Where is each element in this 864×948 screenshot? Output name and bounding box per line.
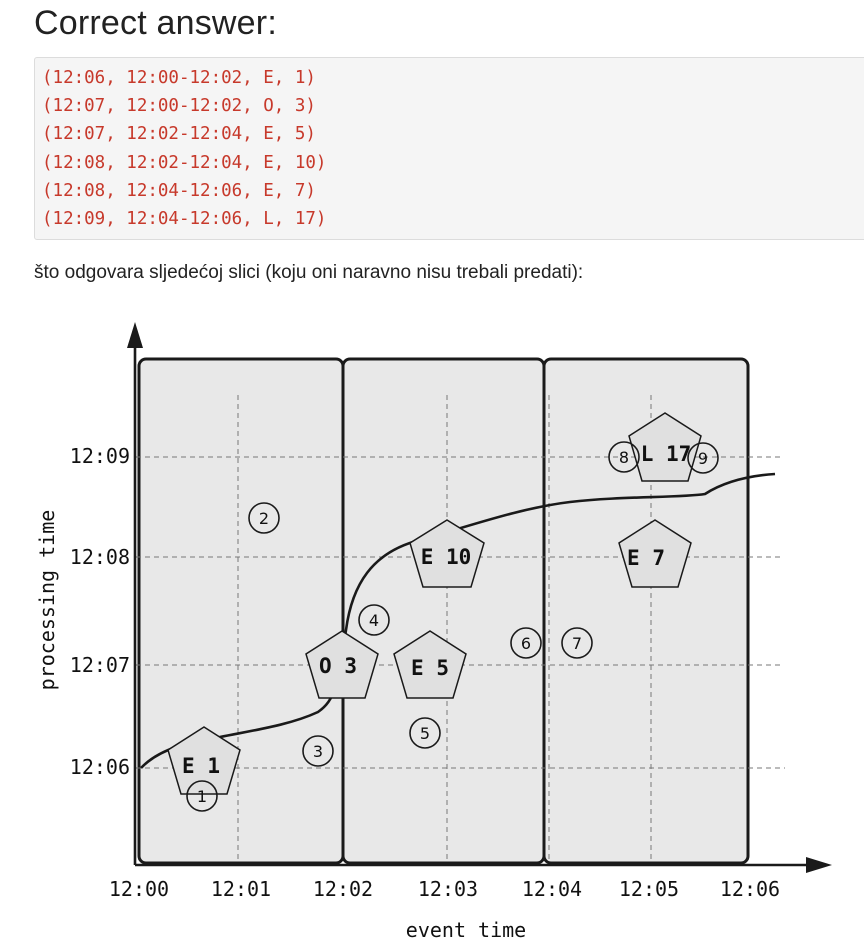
x-axis-arrow xyxy=(806,857,832,873)
event-circle xyxy=(409,717,441,749)
figure-caption-text: što odgovara sljedećoj slici (koju oni n… xyxy=(34,262,584,283)
event-circle xyxy=(248,502,280,534)
event-circle xyxy=(561,627,593,659)
y-axis-title: processing time xyxy=(35,510,59,691)
event-circle xyxy=(510,627,542,659)
x-axis-title: event time xyxy=(406,918,526,942)
event-circle xyxy=(302,735,334,767)
event-label: 4 xyxy=(369,611,379,630)
axes xyxy=(127,322,832,873)
window-box xyxy=(542,357,750,865)
event-circle xyxy=(608,441,640,473)
pentagon-marker xyxy=(305,630,379,699)
event-label: 3 xyxy=(313,742,323,761)
y-tick-label: 12:08 xyxy=(70,545,130,569)
code-line: (12:06, 12:00-12:02, E, 1) xyxy=(42,68,316,88)
pentagon-label: E 7 xyxy=(627,546,665,570)
y-tick-label: 12:09 xyxy=(70,444,130,468)
pentagon-label: E 5 xyxy=(411,656,449,680)
event-label: 6 xyxy=(521,634,531,653)
pentagon-label: O 3 xyxy=(319,654,357,678)
event-label: 7 xyxy=(572,634,582,653)
code-line: (12:07, 12:00-12:02, O, 3) xyxy=(42,96,316,117)
y-tick-labels: 12:06 12:07 12:08 12:09 xyxy=(70,444,130,779)
x-tick-label: 12:04 xyxy=(522,877,582,901)
event-circle xyxy=(358,604,390,636)
event-circle xyxy=(186,780,218,812)
event-label: 2 xyxy=(259,509,269,528)
event-labels: 1 2 3 4 5 6 7 8 9 xyxy=(197,448,708,806)
event-markers xyxy=(186,441,719,812)
pentagon-marker xyxy=(393,630,467,699)
code-line: (12:07, 12:02-12:04, E, 5) xyxy=(42,124,316,145)
y-axis-arrow xyxy=(127,322,143,348)
windowing-diagram: E 1 O 3 E 5 E 10 E 7 L 17 1 2 3 4 5 6 7 … xyxy=(35,322,832,942)
event-label: 9 xyxy=(698,449,708,468)
x-tick-label: 12:00 xyxy=(109,877,169,901)
code-block: (12:06, 12:00-12:02, E, 1) (12:07, 12:00… xyxy=(34,57,864,240)
code-line: (12:08, 12:04-12:06, E, 7) xyxy=(42,180,316,201)
pentagon-marker xyxy=(618,519,692,588)
x-tick-label: 12:01 xyxy=(211,877,271,901)
page-heading: Correct answer: xyxy=(34,4,277,42)
grid-lines xyxy=(136,395,785,862)
event-label: 1 xyxy=(197,787,207,806)
window-box xyxy=(137,357,345,865)
pentagon-labels: E 1 O 3 E 5 E 10 E 7 L 17 xyxy=(182,442,691,778)
pentagons-layer xyxy=(167,412,702,795)
pentagon-label: E 10 xyxy=(421,545,472,569)
watermark-curve xyxy=(140,472,776,769)
y-tick-label: 12:06 xyxy=(70,755,130,779)
pentagon-label: L 17 xyxy=(641,442,692,466)
x-tick-label: 12:03 xyxy=(418,877,478,901)
x-tick-labels: 12:00 12:01 12:02 12:03 12:04 12:05 12:0… xyxy=(109,877,780,901)
pentagon-marker xyxy=(167,726,241,795)
event-label: 8 xyxy=(619,448,629,467)
code-line: (12:09, 12:04-12:06, L, 17) xyxy=(42,209,327,230)
pentagon-marker xyxy=(628,412,702,482)
event-circle xyxy=(687,442,719,474)
event-label: 5 xyxy=(420,724,430,743)
x-tick-label: 12:06 xyxy=(720,877,780,901)
code-line: (12:08, 12:02-12:04, E, 10) xyxy=(42,152,327,173)
pentagon-marker xyxy=(409,519,485,588)
y-tick-label: 12:07 xyxy=(70,653,130,677)
pentagon-label: E 1 xyxy=(182,754,220,778)
x-tick-label: 12:02 xyxy=(313,877,373,901)
x-tick-label: 12:05 xyxy=(619,877,679,901)
